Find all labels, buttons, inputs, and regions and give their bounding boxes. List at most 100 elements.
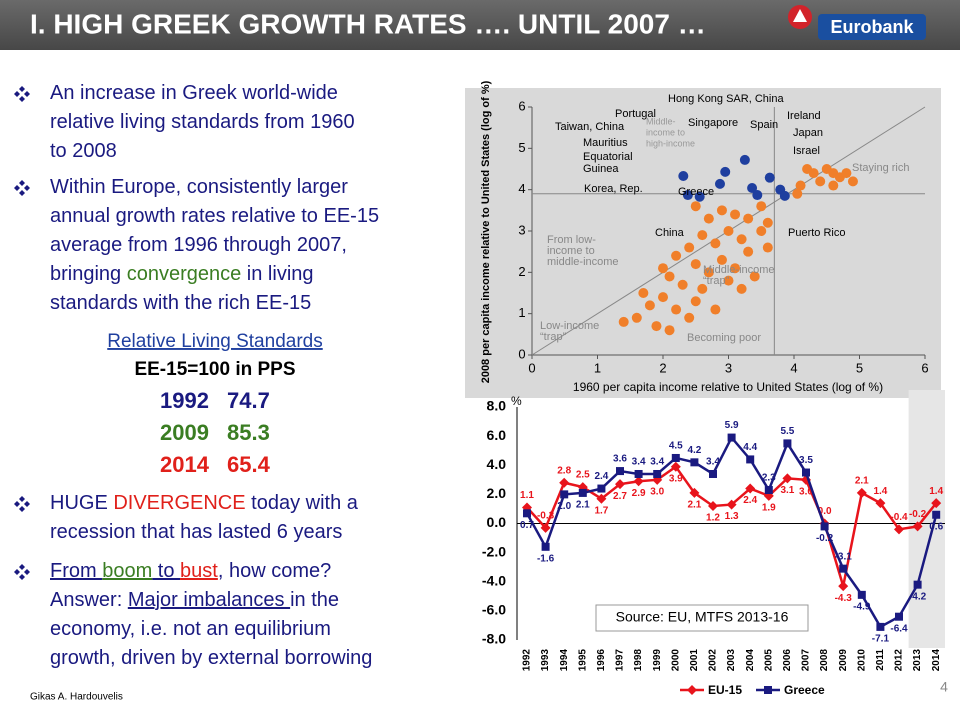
data-label: -0.4 bbox=[890, 512, 908, 523]
y-tick-label: 4 bbox=[518, 181, 525, 196]
data-label: 3.0 bbox=[650, 486, 664, 497]
slide-title: I. HIGH GREEK GROWTH RATES …. UNTIL 2007… bbox=[30, 8, 706, 39]
marker bbox=[912, 521, 923, 532]
scatter-annotation: Japan bbox=[793, 127, 823, 139]
scatter-point bbox=[671, 304, 682, 315]
marker bbox=[783, 439, 792, 448]
data-label: 2.5 bbox=[576, 470, 590, 481]
logo-box bbox=[818, 14, 926, 40]
y-tick-label: -4.0 bbox=[482, 572, 506, 588]
bullet-diamond bbox=[19, 96, 25, 102]
text-segment: standards with the rich EE-15 bbox=[50, 292, 311, 314]
scatter-annotation: Mauritius bbox=[583, 137, 628, 149]
scatter-annotation: Guinea bbox=[583, 163, 619, 175]
marker bbox=[689, 487, 700, 498]
legend-label: Greece bbox=[784, 683, 825, 697]
scatter-point bbox=[723, 275, 734, 286]
data-label: 1.9 bbox=[762, 502, 776, 513]
scatter-point bbox=[703, 213, 714, 224]
scatter-annotation: Israel bbox=[793, 145, 820, 157]
marker bbox=[746, 455, 755, 464]
x-tick-label: 2000 bbox=[670, 649, 681, 672]
scatter-point bbox=[723, 226, 734, 236]
scatter-annotation: Hong Kong SAR, China bbox=[668, 93, 784, 105]
scatter-point bbox=[710, 238, 721, 249]
scatter-point bbox=[677, 279, 688, 290]
scatter-point bbox=[684, 242, 695, 253]
x-tick-label: 3 bbox=[725, 360, 732, 375]
scatter-annotation: Greece bbox=[678, 186, 714, 198]
page-number: 4 bbox=[940, 679, 948, 695]
data-label: -1.6 bbox=[537, 553, 555, 564]
marker bbox=[895, 612, 903, 621]
data-label: 0.0 bbox=[818, 506, 832, 517]
y-tick-label: 6 bbox=[518, 98, 525, 113]
y-tick-label: 5 bbox=[518, 140, 525, 155]
scatter-point bbox=[690, 259, 701, 270]
scatter-annotation: middle-income bbox=[547, 256, 619, 268]
scatter-point bbox=[638, 288, 649, 298]
text-segment: recession that has lasted 6 years bbox=[50, 521, 342, 543]
scatter-point bbox=[762, 217, 773, 228]
marker bbox=[894, 524, 904, 535]
bullet-line: average from 1996 through 2007, bbox=[50, 234, 347, 256]
bullet-diamond bbox=[24, 501, 30, 507]
x-tick-label: 1995 bbox=[577, 649, 588, 672]
data-label: -4.9 bbox=[853, 601, 871, 612]
scatter-point bbox=[747, 183, 758, 194]
scatter-point bbox=[756, 226, 767, 236]
scatter-annotation: From low- bbox=[547, 234, 596, 246]
scatter-point bbox=[736, 234, 747, 245]
marker bbox=[727, 433, 736, 442]
scatter-annotation: income to bbox=[646, 127, 685, 137]
marker bbox=[875, 498, 886, 509]
text-segment: in living bbox=[241, 263, 313, 285]
scatter-point bbox=[792, 188, 803, 199]
x-tick-label: 2004 bbox=[745, 649, 756, 672]
marker bbox=[615, 479, 625, 490]
y-tick-label: 4.0 bbox=[487, 456, 507, 472]
data-label: -7.1 bbox=[872, 634, 890, 645]
scatter-annotation: income to bbox=[547, 245, 595, 257]
table-value: 85.3 bbox=[227, 420, 270, 445]
logo-text: Eurobank bbox=[830, 17, 914, 37]
y-unit: % bbox=[511, 394, 522, 408]
scatter-point bbox=[730, 209, 741, 220]
scatter-point bbox=[795, 180, 806, 191]
x-tick-label: 2 bbox=[659, 360, 666, 375]
scatter-annotation: “trap” bbox=[703, 275, 730, 287]
x-tick-label: 2012 bbox=[894, 649, 905, 672]
series-line bbox=[526, 464, 938, 587]
forecast-shade bbox=[908, 390, 945, 648]
table-year: 1992 bbox=[160, 388, 209, 413]
y-axis-label: 2008 per capita income relative to Unite… bbox=[480, 80, 492, 383]
bullet-icon bbox=[14, 180, 30, 196]
x-tick-label: 0 bbox=[528, 360, 535, 375]
text-segment: boom bbox=[102, 560, 152, 582]
data-label: 3.5 bbox=[799, 455, 813, 466]
text-segment: An increase in Greek world-wide bbox=[50, 82, 338, 104]
scatter-point bbox=[684, 312, 695, 323]
scatter-annotation: Becoming poor bbox=[687, 332, 761, 344]
bullet-diamond bbox=[24, 569, 30, 575]
scatter-point bbox=[618, 316, 629, 327]
text-segment: convergence bbox=[127, 263, 242, 285]
data-label: -3.1 bbox=[835, 551, 853, 562]
scatter-point bbox=[764, 172, 775, 183]
data-label: 2.3 bbox=[762, 473, 776, 484]
scatter-point bbox=[720, 166, 731, 177]
source-box bbox=[595, 604, 809, 632]
bullet-diamond bbox=[19, 496, 25, 502]
scatter-point bbox=[671, 250, 682, 261]
marker bbox=[764, 486, 773, 495]
data-label: 0.6 bbox=[929, 521, 943, 532]
scatter-point bbox=[664, 271, 675, 282]
y-tick-label: 3 bbox=[518, 222, 525, 237]
x-tick-label: 2001 bbox=[689, 649, 700, 672]
data-label: 3.1 bbox=[780, 485, 794, 496]
y-tick-label: 8.0 bbox=[487, 398, 507, 414]
scatter-point bbox=[658, 263, 668, 274]
y-tick-label: -2.0 bbox=[482, 543, 506, 559]
legend-label: EU-15 bbox=[708, 683, 742, 697]
